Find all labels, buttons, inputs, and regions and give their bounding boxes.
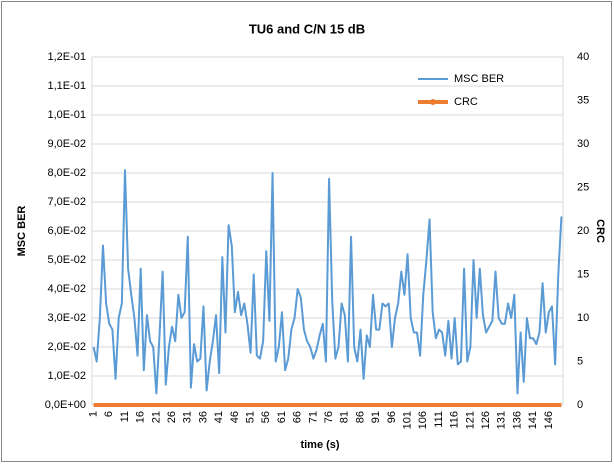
x-tick-label: 56 [260,411,272,423]
y-tick-label: 1,0E-01 [47,109,86,121]
y2-tick-label: 25 [577,181,589,193]
x-tick-label: 91 [370,411,382,423]
x-tick-label: 41 [213,411,225,423]
x-tick-label: 71 [307,411,319,423]
y2-tick-label: 15 [577,268,589,280]
x-tick-label: 141 [527,411,539,429]
x-tick-label: 86 [354,411,366,423]
x-tick-label: 106 [417,411,429,429]
y2-tick-label: 35 [577,94,589,106]
x-tick-label: 96 [386,411,398,423]
chart-title: TU6 and C/N 15 dB [249,21,365,36]
x-tick-label: 66 [292,411,304,423]
x-tick-label: 31 [182,411,194,423]
x-tick-label: 26 [166,411,178,423]
y2-tick-label: 20 [577,225,589,237]
x-tick-label: 36 [197,411,209,423]
y-tick-label: 6,0E-02 [47,225,86,237]
x-tick-label: 61 [276,411,288,423]
x-tick-label: 16 [135,411,147,423]
x-tick-label: 6 [103,411,115,417]
y2-tick-label: 30 [577,138,589,150]
x-tick-label: 101 [401,411,413,429]
legend-label: CRC [454,96,478,108]
x-tick-label: 126 [480,411,492,429]
x-tick-label: 131 [496,411,508,429]
y2-tick-label: 40 [577,51,589,63]
legend-marker [430,99,436,105]
series-line [92,169,563,395]
x-tick-label: 51 [244,411,256,423]
y-tick-label: 9,0E-02 [47,138,86,150]
y2-tick-label: 5 [577,355,583,367]
y-tick-label: 8,0E-02 [47,167,86,179]
x-tick-label: 136 [511,411,523,429]
x-tick-label: 21 [150,411,162,423]
y-tick-label: 1,1E-01 [47,80,86,92]
x-tick-label: 111 [433,411,445,428]
y-tick-label: 2,0E-02 [47,341,86,353]
x-tick-label: 11 [119,411,131,422]
x-tick-label: 146 [543,411,555,429]
x-tick-label: 76 [323,411,335,423]
y-tick-label: 1,2E-01 [47,51,86,63]
y-tick-label: 5,0E-02 [47,254,86,266]
y-tick-label: 0,0E+00 [45,399,86,411]
y-tick-label: 3,0E-02 [47,312,86,324]
x-tick-label: 1 [87,411,99,417]
x-tick-label: 81 [339,411,351,423]
y2-tick-label: 10 [577,312,589,324]
y2-tick-label: 0 [577,399,583,411]
x-tick-label: 116 [449,411,461,429]
y2-axis-title: CRC [594,219,606,243]
y-axis-title: MSC BER [16,206,28,257]
x-tick-label: 121 [464,411,476,429]
x-tick-label: 46 [229,411,241,423]
y-tick-label: 4,0E-02 [47,283,86,295]
y-tick-label: 1,0E-02 [47,370,86,382]
y-tick-label: 7,0E-02 [47,196,86,208]
x-axis-title: time (s) [300,439,339,451]
legend-label: MSC BER [454,73,504,85]
